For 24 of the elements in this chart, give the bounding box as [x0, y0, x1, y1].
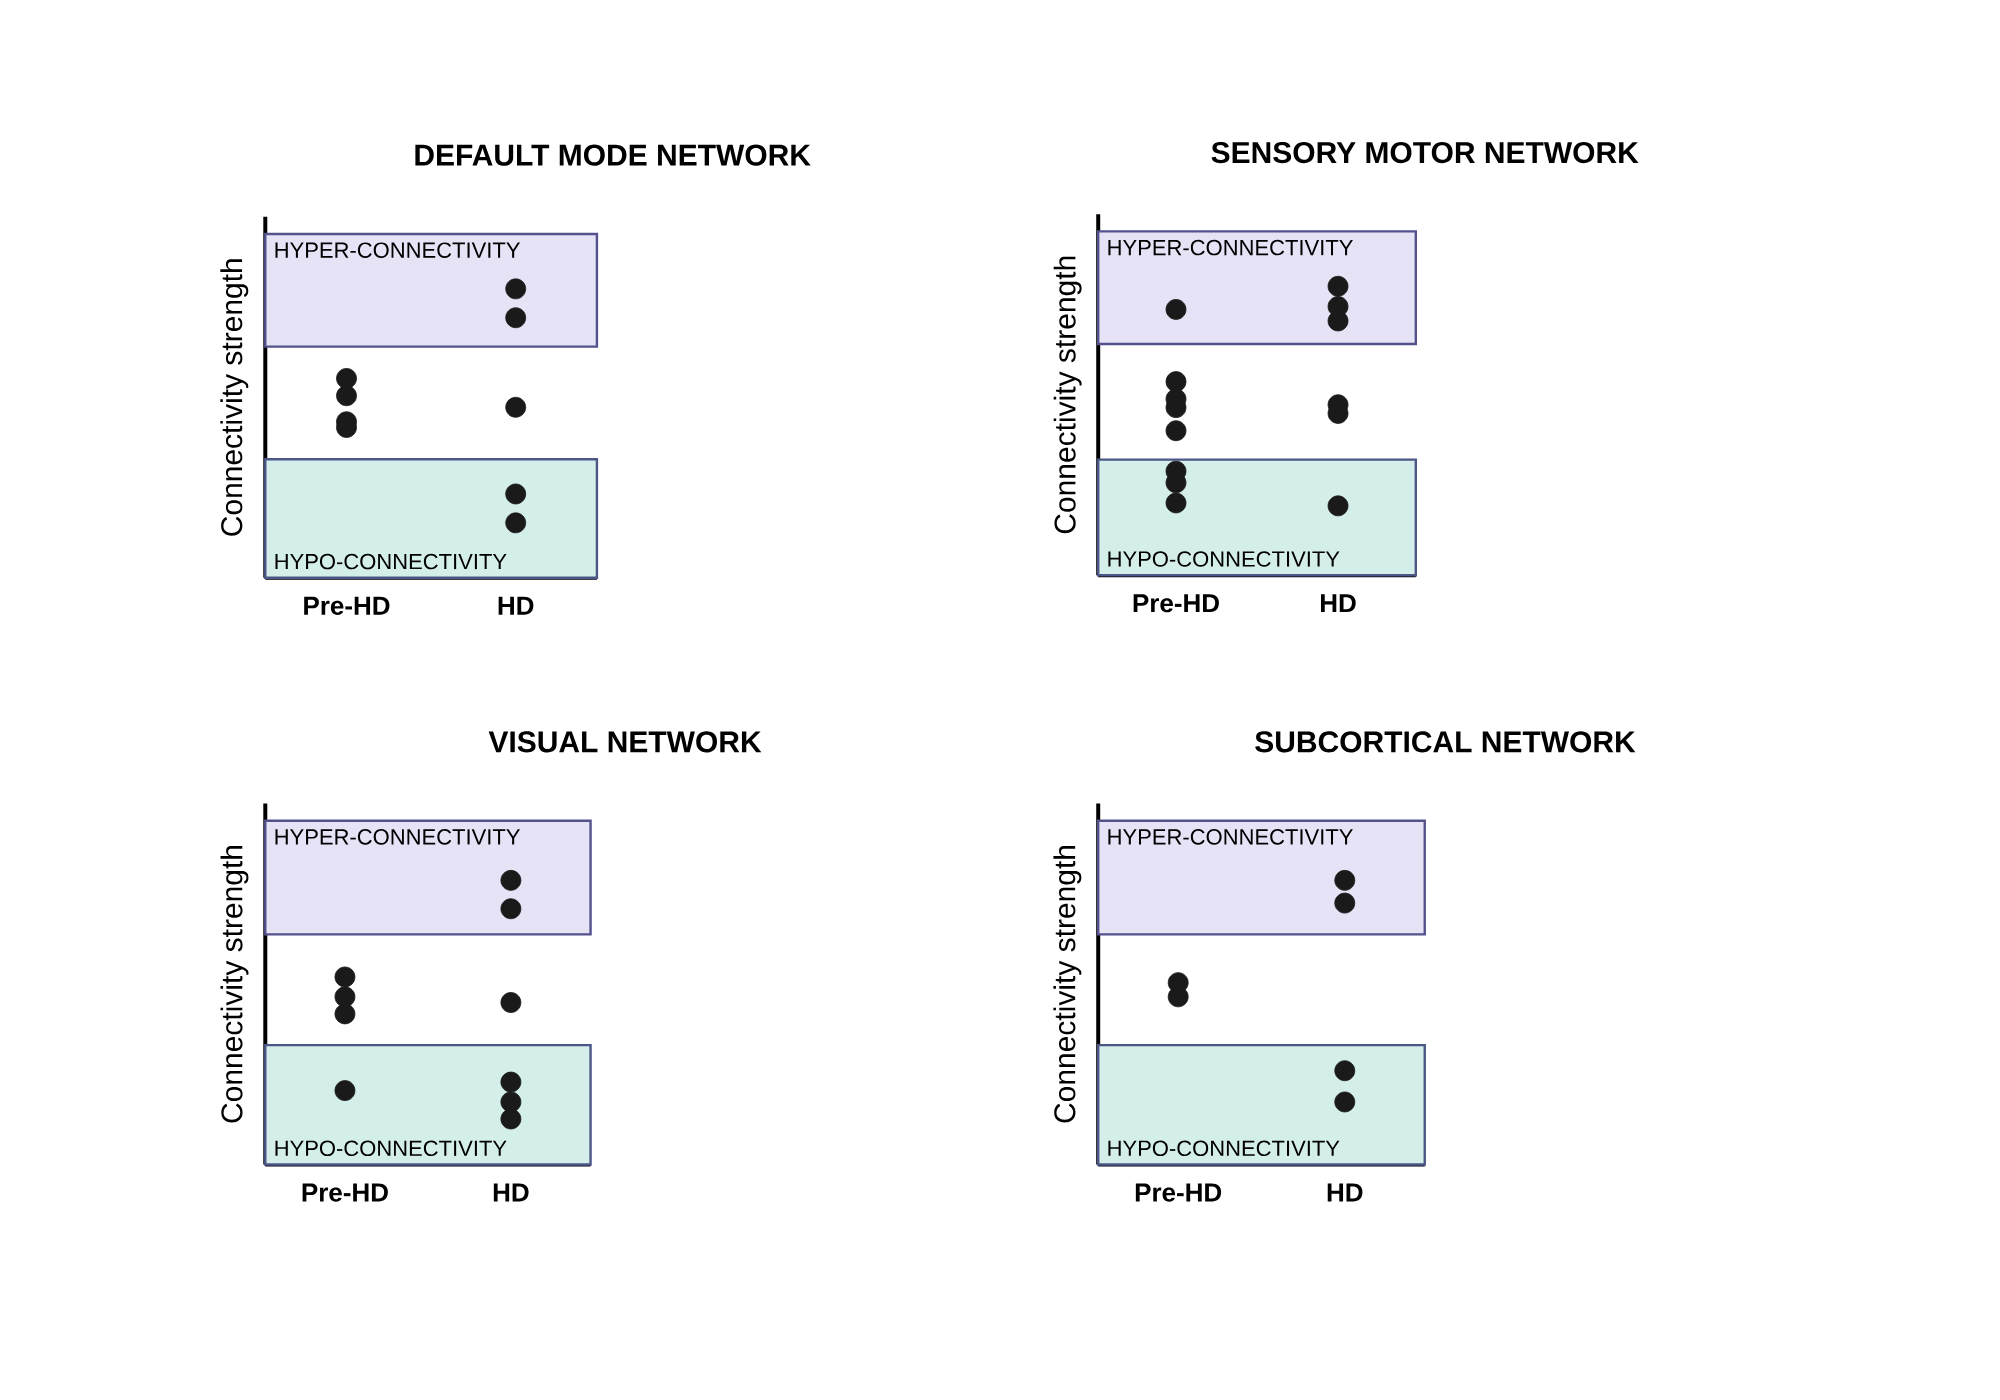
band-label: HYPER-CONNECTIVITY — [275, 828, 520, 845]
x-tick-label: HD — [498, 596, 534, 615]
x-tick-label: HD — [493, 1183, 529, 1202]
chart-title: SUBCORTICAL NETWORK — [1255, 731, 1636, 753]
x-tick-label: Pre-HD — [302, 1183, 388, 1202]
y-axis-title: Connectivity strength — [220, 845, 249, 1123]
band-label: HYPO-CONNECTIVITY — [1108, 1140, 1340, 1156]
band-label: HYPO-CONNECTIVITY — [1108, 551, 1340, 567]
y-axis-title: Connectivity strength — [1053, 845, 1082, 1123]
x-tick-label: HD — [1320, 594, 1356, 612]
band-label: HYPER-CONNECTIVITY — [1108, 828, 1353, 845]
x-tick-label: Pre-HD — [304, 596, 390, 615]
x-tick-label: Pre-HD — [1133, 594, 1219, 613]
band-label: HYPO-CONNECTIVITY — [275, 1140, 507, 1156]
chart-title: DEFAULT MODE NETWORK — [415, 144, 811, 166]
chart-title: VISUAL NETWORK — [488, 731, 762, 753]
x-tick-label: Pre-HD — [1135, 1183, 1222, 1202]
y-axis-title: Connectivity strength — [220, 259, 249, 536]
band-label: HYPO-CONNECTIVITY — [275, 553, 507, 570]
band-label: HYPER-CONNECTIVITY — [275, 242, 520, 258]
y-axis-title: Connectivity strength — [1053, 256, 1082, 533]
chart-title: SENSORY MOTOR NETWORK — [1211, 141, 1639, 163]
x-tick-label: HD — [1327, 1183, 1363, 1202]
band-label: HYPER-CONNECTIVITY — [1108, 239, 1353, 256]
